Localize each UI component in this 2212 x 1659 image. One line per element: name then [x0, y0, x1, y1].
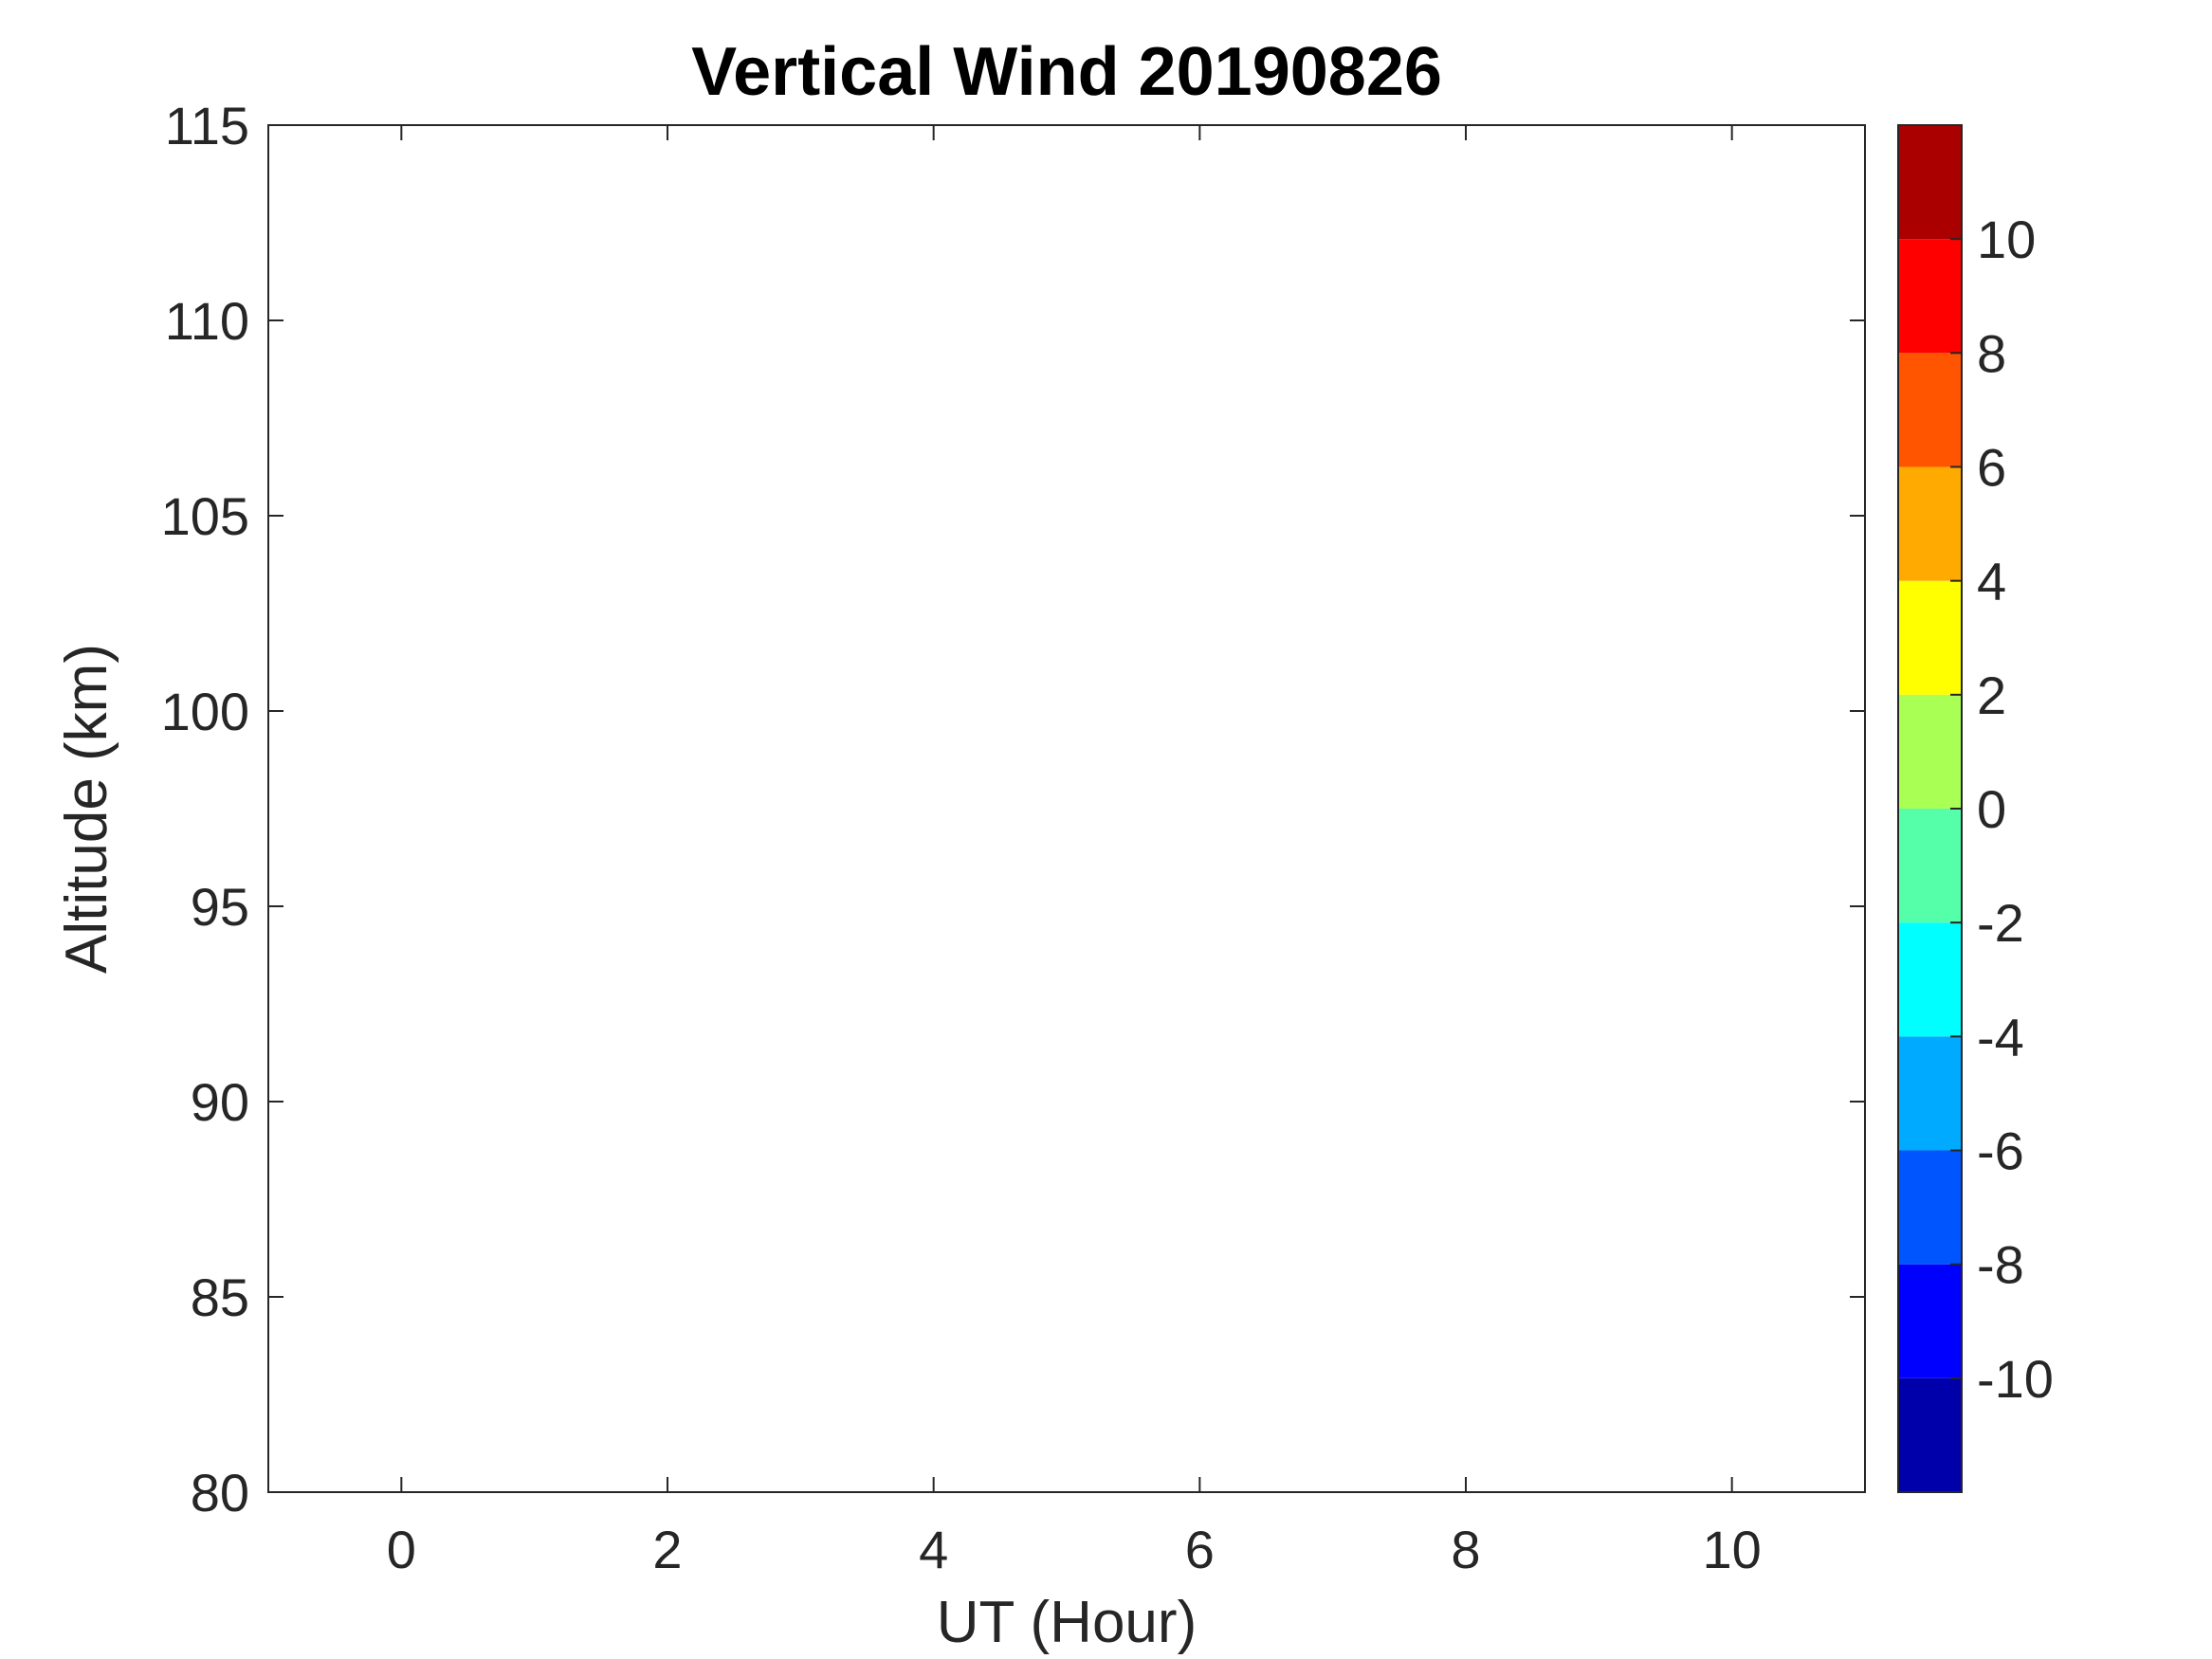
colorbar-tick-label: -4	[1977, 1007, 2024, 1066]
colorbar-band	[1898, 353, 1962, 467]
colorbar-band	[1898, 125, 1962, 240]
colorbar-tick-label: -6	[1977, 1121, 2024, 1181]
colorbar-tick-label: 2	[1977, 665, 2006, 725]
plot-area	[268, 125, 1865, 1492]
colorbar-tick-label: 6	[1977, 438, 2006, 498]
y-axis-label: Altitude (km)	[54, 644, 119, 974]
axes-box	[267, 124, 1866, 1493]
x-tick-label: 4	[919, 1520, 948, 1579]
y-tick-label: 100	[161, 682, 249, 741]
x-axis-label: UT (Hour)	[937, 1590, 1197, 1655]
colorbar-band	[1898, 580, 1962, 695]
colorbar-tick-label: 8	[1977, 323, 2006, 383]
colorbar-tick-label: 10	[1977, 210, 2036, 269]
colorbar-tick-label: 0	[1977, 779, 2006, 839]
x-tick-label: 8	[1451, 1520, 1480, 1579]
y-tick-label: 115	[165, 96, 249, 155]
y-tick-label: 80	[191, 1463, 249, 1522]
y-tick-label: 85	[191, 1267, 249, 1327]
colorbar-band	[1898, 809, 1962, 923]
y-tick-label: 110	[165, 291, 249, 351]
x-tick-label: 0	[387, 1520, 416, 1579]
colorbar-tick-label: -10	[1977, 1349, 2054, 1409]
y-tick-label: 95	[191, 877, 249, 937]
colorbar-band	[1898, 694, 1962, 809]
chart-title: Vertical Wind 20190826	[691, 34, 1442, 110]
colorbar-band	[1898, 239, 1962, 354]
y-axis: 80 85 90 95 100 105 110 115	[161, 96, 1865, 1522]
x-tick-label: 10	[1703, 1520, 1762, 1579]
y-tick-label: 105	[161, 486, 249, 546]
colorbar-band	[1898, 1036, 1962, 1151]
colorbar-band	[1898, 466, 1962, 581]
x-tick-label: 6	[1185, 1520, 1215, 1579]
colorbar-tick-label: 4	[1977, 552, 2006, 611]
colorbar: -10 -8 -6 -4 -2 0 2 4 6 8 10	[1897, 124, 2054, 1493]
y-tick-label: 90	[191, 1072, 249, 1132]
x-axis: 0 2 4 6 8 10	[387, 125, 1762, 1579]
colorbar-tick-label: -8	[1977, 1235, 2024, 1295]
colorbar-band	[1898, 1150, 1962, 1265]
colorbar-band	[1898, 1377, 1962, 1492]
x-tick-label: 2	[652, 1520, 682, 1579]
colorbar-band	[1898, 1264, 1962, 1378]
colorbar-band	[1898, 922, 1962, 1037]
colorbar-tick-label: -2	[1977, 893, 2024, 953]
